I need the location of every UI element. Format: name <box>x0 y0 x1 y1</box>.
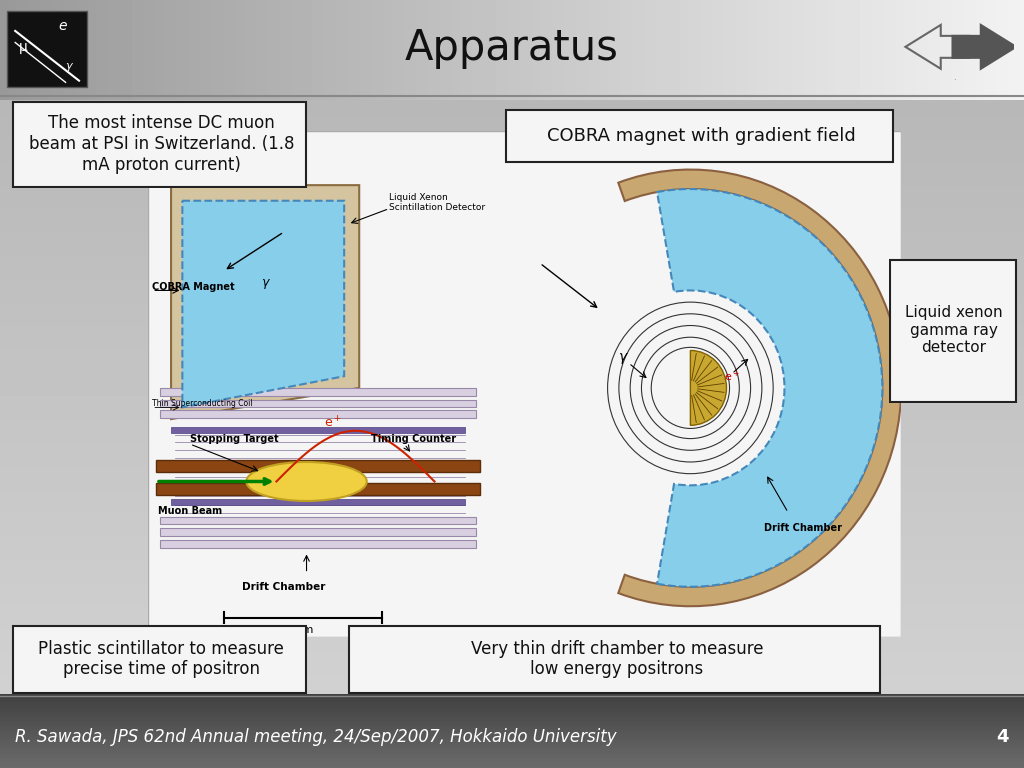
FancyBboxPatch shape <box>160 528 476 536</box>
FancyBboxPatch shape <box>160 517 476 525</box>
FancyBboxPatch shape <box>7 11 87 88</box>
Text: e$^+$: e$^+$ <box>324 415 342 431</box>
FancyBboxPatch shape <box>890 260 1016 402</box>
Wedge shape <box>657 189 883 587</box>
Wedge shape <box>618 170 901 606</box>
Polygon shape <box>182 200 344 407</box>
Text: γ: γ <box>65 61 72 71</box>
Text: μ: μ <box>19 41 28 55</box>
FancyBboxPatch shape <box>160 399 476 407</box>
Text: Very thin drift chamber to measure
low energy positrons: Very thin drift chamber to measure low e… <box>471 640 763 678</box>
Text: Liquid Xenon
Scintillation Detector: Liquid Xenon Scintillation Detector <box>389 193 485 212</box>
FancyBboxPatch shape <box>160 388 476 396</box>
FancyBboxPatch shape <box>160 540 476 548</box>
Polygon shape <box>171 185 359 419</box>
Text: Timing Counter: Timing Counter <box>371 434 456 444</box>
Text: COBRA magnet with gradient field: COBRA magnet with gradient field <box>547 127 856 145</box>
Text: Stopping Target: Stopping Target <box>189 434 279 444</box>
Text: .: . <box>953 73 956 81</box>
Text: COBRA Magnet: COBRA Magnet <box>153 282 234 292</box>
Text: e: e <box>58 19 67 33</box>
Text: R. Sawada, JPS 62nd Annual meeting, 24/Sep/2007, Hokkaido University: R. Sawada, JPS 62nd Annual meeting, 24/S… <box>15 728 617 746</box>
Text: Muon Beam: Muon Beam <box>158 506 221 516</box>
Ellipse shape <box>247 462 367 501</box>
Text: γ: γ <box>261 276 269 289</box>
FancyBboxPatch shape <box>160 410 476 418</box>
FancyBboxPatch shape <box>171 427 465 433</box>
Text: γ: γ <box>618 349 627 364</box>
Text: Drift Chamber: Drift Chamber <box>764 523 843 533</box>
Wedge shape <box>690 350 726 425</box>
FancyBboxPatch shape <box>148 131 901 637</box>
FancyBboxPatch shape <box>348 626 880 693</box>
Text: The most intense DC muon
beam at PSI in Switzerland. (1.8
mA proton current): The most intense DC muon beam at PSI in … <box>29 114 294 174</box>
Text: 1 m: 1 m <box>292 624 313 634</box>
Text: e$^+$: e$^+$ <box>724 369 739 384</box>
Text: Plastic scintillator to measure
precise time of positron: Plastic scintillator to measure precise … <box>38 640 285 678</box>
Text: 4: 4 <box>996 728 1009 746</box>
FancyBboxPatch shape <box>13 101 306 187</box>
Text: Liquid xenon
gamma ray
detector: Liquid xenon gamma ray detector <box>905 306 1002 355</box>
Text: Thin Superconducting Coil: Thin Superconducting Coil <box>153 399 253 408</box>
Text: Drift Chamber: Drift Chamber <box>243 581 326 592</box>
FancyBboxPatch shape <box>156 461 479 472</box>
FancyBboxPatch shape <box>171 498 465 505</box>
FancyBboxPatch shape <box>506 111 893 162</box>
Text: Apparatus: Apparatus <box>406 27 618 69</box>
FancyBboxPatch shape <box>13 626 306 693</box>
FancyBboxPatch shape <box>156 483 479 495</box>
Polygon shape <box>952 25 1016 69</box>
